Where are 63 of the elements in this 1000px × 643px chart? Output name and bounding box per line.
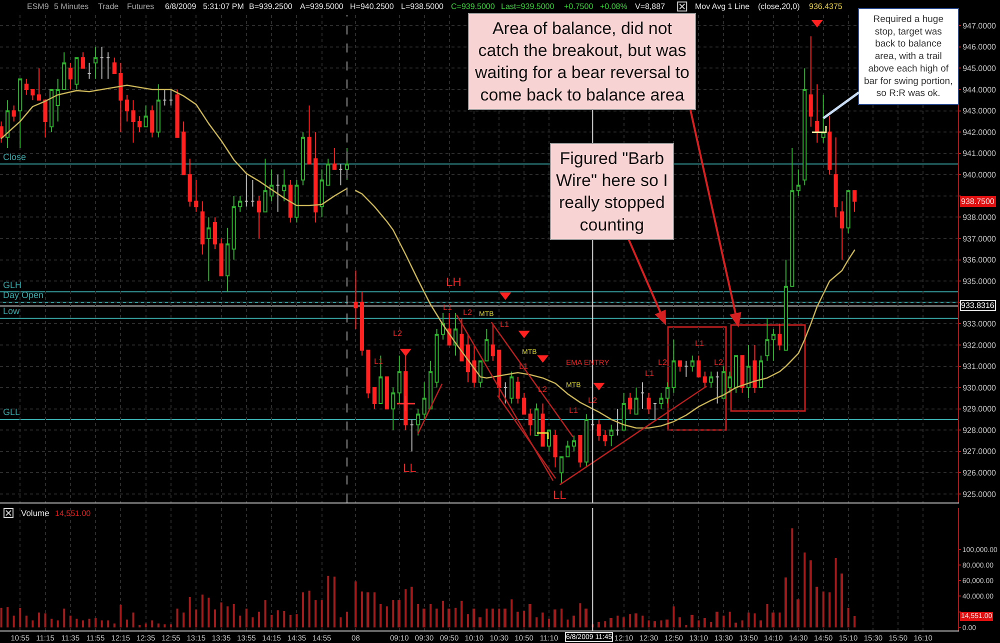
text: 938.7500 (961, 197, 995, 206)
y-tick-label: 945.0000 (962, 64, 997, 74)
ref-line-label: Day Open (3, 290, 44, 300)
y-tick-label: 929.0000 (962, 404, 997, 414)
y-tick-label: 927.0000 (962, 447, 997, 456)
text: Trade (98, 2, 120, 11)
annotation: LH (446, 275, 462, 289)
annotation: L2 (463, 308, 472, 317)
y-tick-label: 944.0000 (962, 85, 997, 94)
annotation: L2 (714, 358, 724, 367)
ref-line-label: 933.8316 (961, 301, 995, 310)
annotation: 14,551.00 (55, 509, 92, 518)
text: Last=939.5000 (501, 2, 555, 11)
annotation: LL (553, 488, 567, 502)
text: 5 Minutes (54, 2, 89, 11)
y-tick-label: 932.0000 (962, 340, 997, 350)
annotation: Figured "Barb Wire" here so I really stopped counting (556, 149, 668, 234)
text: ESM9 (27, 2, 50, 11)
y-tick-label: 941.0000 (962, 149, 997, 158)
y-tick-label: 938.0000 (962, 213, 997, 222)
text: B=939.2500 (249, 2, 293, 11)
annotation: L2 (658, 358, 668, 367)
y-tick-label: 935.0000 (962, 276, 997, 286)
chart-title: Volume (21, 508, 50, 518)
text: L=938.5000 (401, 2, 444, 11)
annotation: Area of balance, did not catch the breakout, but was waiting for a bear reversal to come back to balance area (474, 19, 690, 104)
y-tick-label: 928.0000 (962, 426, 997, 435)
text: A=939.5000 (300, 2, 344, 11)
text: 5:31:07 PM (203, 2, 244, 11)
ref-line-label: Close (3, 152, 26, 162)
text: V=8,887 (635, 2, 666, 11)
y-tick-label: 943.0000 (962, 106, 997, 116)
y-tick-label: 931.0000 (962, 362, 997, 372)
annotation: L1 (569, 406, 578, 415)
ref-line-label: GLL (3, 407, 20, 417)
y-tick-label: 940.0000 (962, 170, 997, 180)
y-tick-label: 937.0000 (962, 234, 997, 244)
y-tick-label: 946.0000 (962, 42, 997, 52)
y-tick-label: 933.0000 (962, 319, 997, 328)
y-tick-label: 936.0000 (962, 256, 997, 265)
text: C=939.5000 (451, 2, 496, 11)
ref-line-label: Low (3, 306, 20, 316)
y-tick-label: 925.0000 (962, 490, 997, 499)
text: Futures (127, 2, 154, 11)
y-tick-label: 947.0000 (962, 21, 997, 30)
text: (close,20,0) (758, 2, 800, 11)
text: 936.4375 (809, 2, 843, 11)
annotation: L1 (695, 339, 704, 348)
text: +0.7500 (564, 2, 594, 11)
text: 6/8/2009 (165, 2, 197, 11)
annotation: Required a huge stop, target was back to balance area, with a trail above each high of bar for swing portion, so R:R was ok. (864, 14, 953, 100)
annotation: L1 (500, 320, 510, 329)
annotation: LL (403, 461, 417, 475)
annotation: L1 (645, 369, 654, 378)
y-tick-label: 930.0000 (962, 383, 997, 392)
text: Mov Avg 1 Line (695, 2, 750, 11)
y-tick-label: 926.0000 (962, 468, 997, 478)
annotation: L2 (393, 329, 402, 338)
ref-line-label: GLH (3, 280, 22, 290)
text: +0.08% (600, 2, 628, 11)
y-tick-label: 942.0000 (962, 128, 997, 137)
annotation: L2 (538, 385, 548, 394)
text: H=940.2500 (350, 2, 394, 11)
